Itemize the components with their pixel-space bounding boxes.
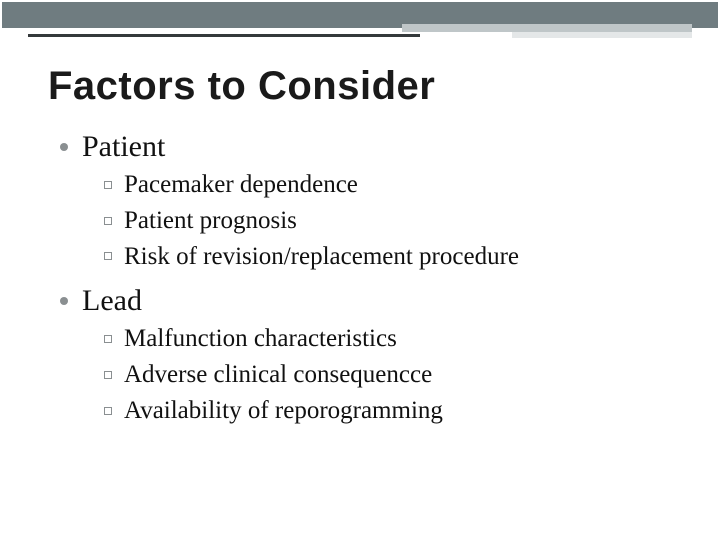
bullet-text: Risk of revision/replacement procedure [124,240,519,274]
square-icon [104,407,112,415]
bullet-level1: Lead [60,281,672,320]
square-icon [104,252,112,260]
divider-rule [28,34,420,37]
bullet-level2: Adverse clinical consequencce [104,358,672,392]
bullet-text: Patient prognosis [124,204,297,238]
bullet-label: Patient [82,127,165,166]
bullet-level2: Malfunction characteristics [104,322,672,356]
dot-icon [60,143,68,151]
bullet-group-lead: Lead Malfunction characteristics Adverse… [48,281,672,427]
bullet-level2: Pacemaker dependence [104,168,672,202]
bullet-label: Lead [82,281,142,320]
content-area: Factors to Consider Patient Pacemaker de… [48,64,672,434]
accent-bar-thin [512,32,692,38]
bullet-level1: Patient [60,127,672,166]
bullet-text: Availability of reporogramming [124,394,443,428]
bullet-text: Adverse clinical consequencce [124,358,432,392]
square-icon [104,371,112,379]
square-icon [104,217,112,225]
square-icon [104,181,112,189]
accent-bar [402,24,692,32]
bullet-text: Pacemaker dependence [124,168,358,202]
slide-title: Factors to Consider [48,64,672,109]
slide: Factors to Consider Patient Pacemaker de… [0,0,720,540]
bullet-level2: Risk of revision/replacement procedure [104,240,672,274]
square-icon [104,335,112,343]
bullet-level2: Patient prognosis [104,204,672,238]
dot-icon [60,297,68,305]
bullet-level2: Availability of reporogramming [104,394,672,428]
bullet-text: Malfunction characteristics [124,322,397,356]
bullet-group-patient: Patient Pacemaker dependence Patient pro… [48,127,672,273]
